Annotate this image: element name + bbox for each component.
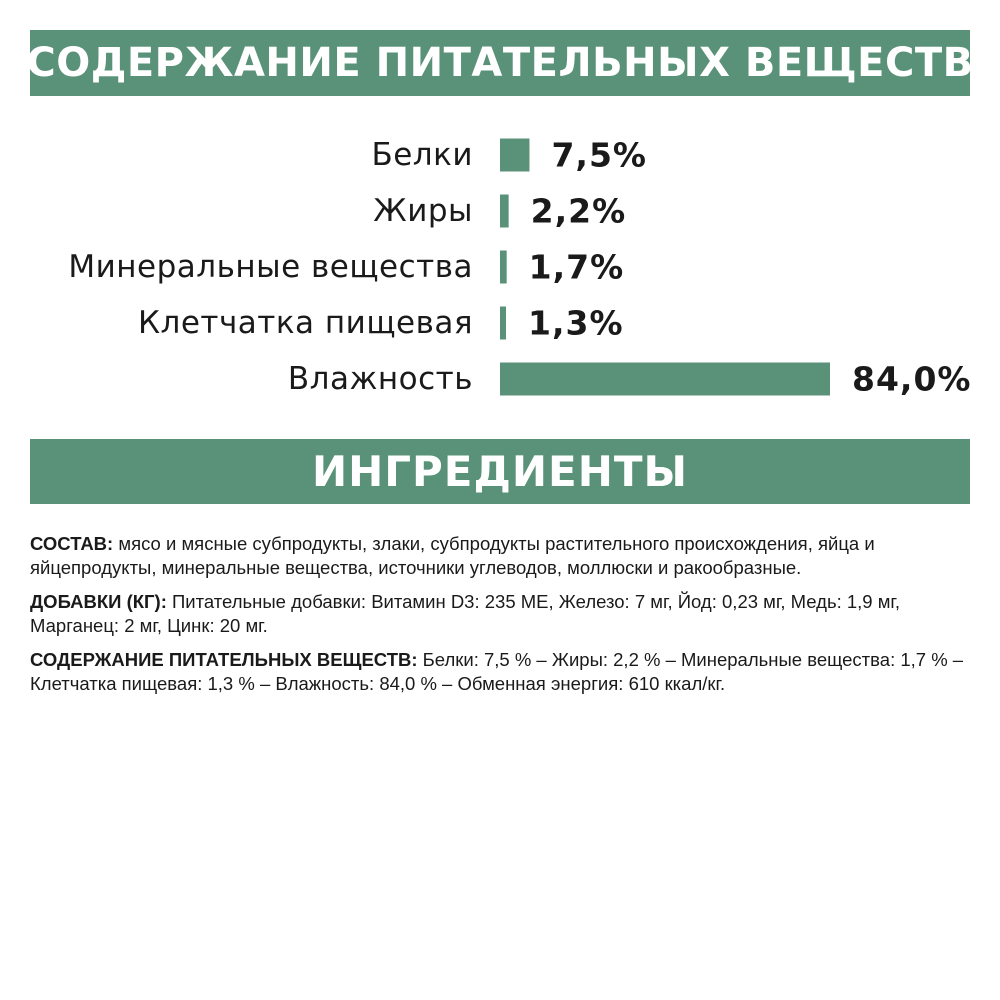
ingredients-banner-title: ИНГРЕДИЕНТЫ xyxy=(311,447,689,496)
value-label: 1,3% xyxy=(528,304,624,343)
category-label: Жиры xyxy=(373,193,473,229)
category-label: Клетчатка пищевая xyxy=(138,305,473,341)
additives-text: Питательные добавки: Витамин D3: 235 МЕ,… xyxy=(30,591,901,636)
category-label: Влажность xyxy=(288,361,473,397)
ingredients-banner: ИНГРЕДИЕНТЫ xyxy=(30,439,970,504)
additives-key: ДОБАВКИ (КГ): xyxy=(30,591,167,612)
bar xyxy=(500,138,530,172)
bar xyxy=(500,362,830,396)
value-label: 7,5% xyxy=(551,136,647,175)
nutrients-banner: СОДЕРЖАНИЕ ПИТАТЕЛЬНЫХ ВЕЩЕСТВ xyxy=(30,30,970,96)
value-label: 1,7% xyxy=(529,248,625,287)
bar xyxy=(500,250,507,284)
composition-paragraph: СОСТАВ: мясо и мясные субпродукты, злаки… xyxy=(30,532,975,580)
nutrients-banner-title: СОДЕРЖАНИЕ ПИТАТЕЛЬНЫХ ВЕЩЕСТВ xyxy=(30,40,970,86)
bar xyxy=(500,306,506,340)
nutrient-bar-chart: Белки 7,5% Жиры 2,2% Минеральные вещества 1,7… xyxy=(68,136,972,399)
composition-text: мясо и мясные субпродукты, злаки, субпро… xyxy=(30,533,875,578)
composition-key: СОСТАВ: xyxy=(30,533,114,554)
nutrients-paragraph: СОДЕРЖАНИЕ ПИТАТЕЛЬНЫХ ВЕЩЕСТВ: Белки: 7… xyxy=(30,648,975,696)
nutrients-text: Белки: 7,5 % – Жиры: 2,2 % – Минеральные… xyxy=(30,649,964,694)
additives-paragraph: ДОБАВКИ (КГ): Питательные добавки: Витам… xyxy=(30,590,975,638)
value-label: 2,2% xyxy=(531,192,627,231)
nutrients-key: СОДЕРЖАНИЕ ПИТАТЕЛЬНЫХ ВЕЩЕСТВ: xyxy=(30,649,418,670)
category-label: Белки xyxy=(371,137,473,173)
value-label: 84,0% xyxy=(852,360,972,399)
category-label: Минеральные вещества xyxy=(68,249,473,285)
ingredients-text: СОСТАВ: мясо и мясные субпродукты, злаки… xyxy=(30,532,975,706)
bar xyxy=(500,194,509,228)
